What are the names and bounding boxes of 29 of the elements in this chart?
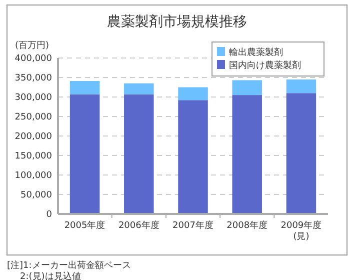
bar [178, 100, 208, 214]
bar [124, 83, 154, 94]
bar [178, 87, 208, 100]
chart-title: 農薬製剤市場規模推移 [107, 14, 247, 30]
bar [124, 94, 154, 214]
y-tick-label: 400,000 [14, 54, 52, 64]
y-tick-label: 100,000 [14, 171, 52, 182]
y-tick-label: 350,000 [14, 74, 52, 84]
x-tick-label: 2006年度 [118, 220, 160, 231]
x-tick-label: 2007年度 [172, 220, 214, 231]
bar [286, 79, 316, 94]
legend-label: 輸出農薬製剤 [229, 47, 283, 58]
bar [286, 93, 316, 214]
y-tick-label: 250,000 [14, 112, 52, 123]
y-tick-label: 300,000 [14, 93, 52, 104]
y-tick-label: 200,000 [14, 132, 52, 142]
text: [注]1:メーカー出荷金額ベース [7, 260, 131, 271]
bar [232, 95, 262, 214]
bar [70, 94, 100, 214]
y-tick-label: 150,000 [14, 152, 52, 162]
x-tick-label: 2005年度 [64, 220, 106, 231]
legend-label: 国内向け農薬製剤 [229, 60, 301, 72]
x-tick-label: 2008年度 [226, 220, 268, 231]
x-tick-label: 2009年度 (見) [280, 220, 322, 242]
y-tick-label: 50,000 [20, 190, 52, 201]
y-axis-title: (百万円) [14, 41, 50, 51]
bar [232, 80, 262, 96]
bar [70, 81, 100, 94]
y-tick-label: 0 [46, 210, 52, 220]
